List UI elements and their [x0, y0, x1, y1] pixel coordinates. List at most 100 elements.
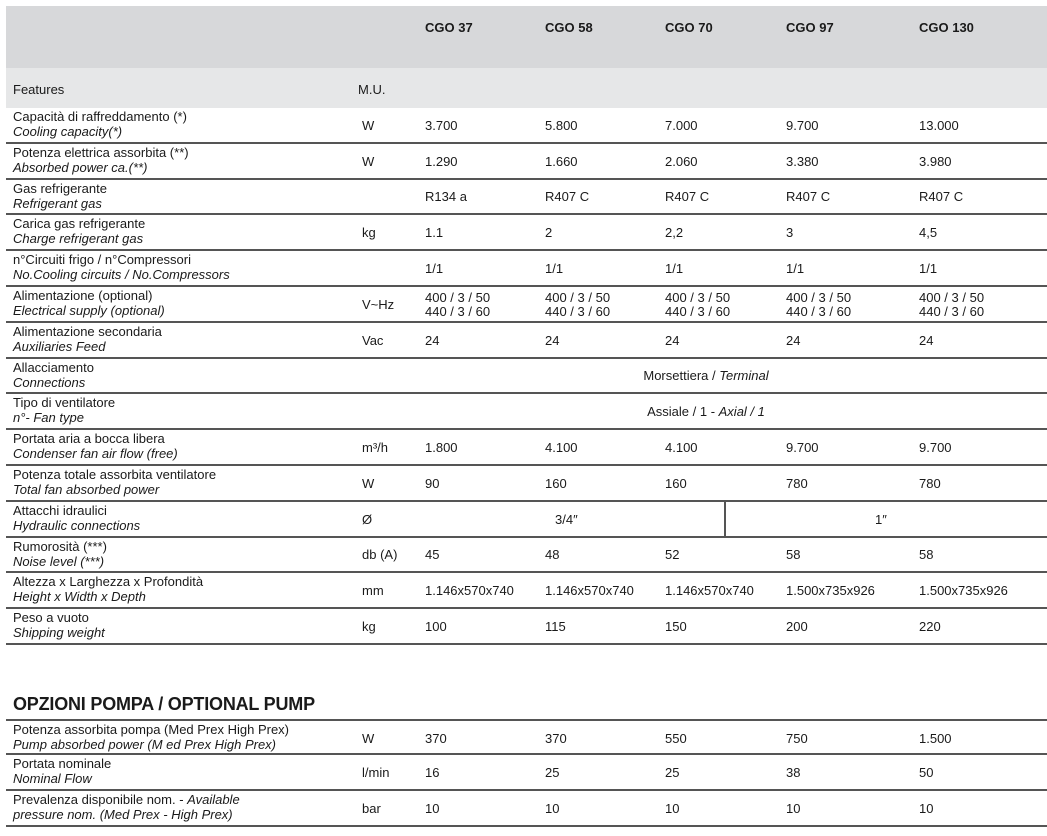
value-line: 10 — [665, 801, 680, 816]
value-cell: 5.800 — [545, 117, 578, 133]
feature-name-it: n°Circuiti frigo / n°Compressori — [13, 252, 192, 268]
pump-section-title: OPZIONI POMPA / OPTIONAL PUMP — [13, 694, 315, 714]
value-line: 25 — [665, 765, 680, 780]
value-line: 24 — [665, 332, 680, 348]
value-cell: 16 — [425, 766, 439, 780]
value-line: 1/1 — [545, 261, 564, 277]
value-cell: R134 a — [425, 190, 467, 204]
features-label: Features — [13, 82, 65, 97]
feature-name-it: Capacità di raffreddamento (*) — [13, 109, 187, 124]
hydraulic-small: 3/4″ — [555, 511, 578, 527]
unit: db (A) — [362, 547, 398, 563]
value-cell: 4.100 — [665, 441, 698, 455]
value-cell: 38 — [786, 766, 800, 780]
feature-name-en: Condenser fan air flow (free) — [13, 446, 178, 462]
feature-name-en: n°- Fan type — [13, 410, 84, 426]
value-line: 2.060 — [665, 153, 698, 169]
span-text: Assiale / 1 - — [647, 404, 719, 420]
value-cell: 370 — [425, 732, 447, 746]
table-row: n°Circuiti frigo / n°Compressori No.Cooli… — [6, 251, 1047, 287]
value-line: 440 / 3 / 60 — [425, 303, 491, 319]
value-line: 400 / 3 / 50 — [786, 289, 852, 305]
feature-name-it: Allacciamento — [13, 359, 94, 375]
hydraulic-large: 1″ — [875, 511, 887, 527]
feature-name-en: Noise level (***) — [13, 553, 105, 569]
value-cell: 1.1 — [425, 226, 443, 240]
value-line: 10 — [919, 801, 934, 816]
table-row: Gas refrigerante Refrigerant gas R134 a R40… — [6, 180, 1047, 216]
value-line: 440 / 3 / 60 — [786, 303, 852, 319]
unit: W — [362, 731, 375, 746]
value-cell: 24 — [425, 333, 439, 348]
feature-name-it: Prevalenza disponibile nom. - — [13, 792, 188, 807]
unit: kg — [362, 619, 376, 635]
feature-name-it: Portata nominale — [13, 756, 112, 771]
unit: l/min — [362, 765, 390, 780]
feature-label: Potenza assorbita pompa (Med Prex High P… — [13, 722, 289, 752]
value-line: 1.500x735x926 — [786, 583, 875, 599]
unit: W — [362, 475, 375, 491]
unit: W — [362, 117, 375, 133]
value-line: 16 — [425, 765, 440, 780]
value-line: 9.700 — [919, 440, 952, 456]
value-line: 780 — [786, 475, 808, 491]
table-row: Portata aria a bocca libera Condenser fan… — [6, 430, 1047, 466]
value-cell: 1/1 — [919, 262, 937, 276]
value-cell: 400 / 3 / 50 440 / 3 / 60 — [545, 290, 610, 319]
feature-name-it: Tipo di ventilatore — [13, 395, 116, 411]
table-row: Alimentazione (optional) Electrical suppl… — [6, 287, 1047, 323]
value-cell: 400 / 3 / 50 440 / 3 / 60 — [786, 289, 852, 319]
value-cell: 1.146x570x740 — [545, 584, 634, 598]
unit: V~Hz — [362, 296, 395, 312]
value-cell: 48 — [545, 548, 559, 562]
value-line: 370 — [425, 731, 447, 746]
table-row: Allacciamento Connections Morsettiera / Te… — [6, 359, 1047, 395]
value-cell: 115 — [545, 620, 566, 634]
value-cell: 1.146x570x740 — [665, 584, 754, 598]
value-cell: 58 — [786, 548, 800, 562]
value-cell: 10 — [425, 802, 439, 816]
value-cell: 750 — [786, 732, 808, 746]
value-line: 1/1 — [425, 261, 444, 277]
value-cell: 25 — [545, 766, 559, 780]
mu-label: M.U. — [358, 82, 386, 97]
value-line: 1.660 — [545, 153, 578, 169]
feature-name-en: Shipping weight — [13, 625, 105, 641]
value-line: 1.1 — [425, 225, 444, 241]
value-line: 1/1 — [919, 261, 938, 277]
value-line: 2 — [545, 225, 553, 241]
value-cell: 1.290 — [425, 154, 458, 169]
value-cell: 3.980 — [919, 154, 952, 169]
value-line: 10 — [545, 801, 560, 816]
value-cell: 4.100 — [545, 441, 578, 455]
value-line: 1/1 — [786, 261, 805, 277]
value-cell: 400 / 3 / 50 440 / 3 / 60 — [919, 290, 984, 319]
feature-name-it-italic: Available — [187, 792, 240, 807]
value-cell: 25 — [665, 766, 679, 780]
value-line: 2,2 — [665, 225, 684, 241]
value-line: 90 — [425, 475, 440, 491]
value-line: R407 C — [919, 189, 964, 205]
value-line: 45 — [425, 547, 440, 563]
feature-name-en: Auxiliaries Feed — [13, 338, 106, 354]
model-cgo58: CGO 58 — [545, 20, 593, 35]
feature-label: Portata aria a bocca libera Condenser fan… — [13, 431, 178, 461]
value-cell: 9.700 — [786, 118, 819, 133]
value-line: 440 / 3 / 60 — [665, 303, 731, 319]
value-line: 25 — [545, 765, 560, 780]
unit: W — [362, 153, 375, 169]
table-row: Prevalenza disponibile nom. - Available p… — [6, 791, 1047, 827]
value-line: 200 — [786, 619, 808, 635]
unit: kg — [362, 225, 376, 241]
value-line: 5.800 — [545, 117, 578, 133]
table-row: Potenza assorbita pompa (Med Prex High P… — [6, 719, 1047, 755]
value-line: 1.800 — [425, 440, 458, 456]
feature-name-it: Peso a vuoto — [13, 610, 89, 626]
feature-label: Tipo di ventilatore n°- Fan type — [13, 395, 115, 425]
value-line: 1.146x570x740 — [425, 583, 514, 599]
value-cell: 52 — [665, 548, 679, 562]
value-cell: 58 — [919, 548, 933, 562]
feature-name-it: Potenza totale assorbita ventilatore — [13, 467, 217, 482]
model-header: CGO 37 CGO 58 CGO 70 CGO 97 CGO 130 — [6, 6, 1047, 68]
value-cell: 370 — [545, 732, 567, 746]
